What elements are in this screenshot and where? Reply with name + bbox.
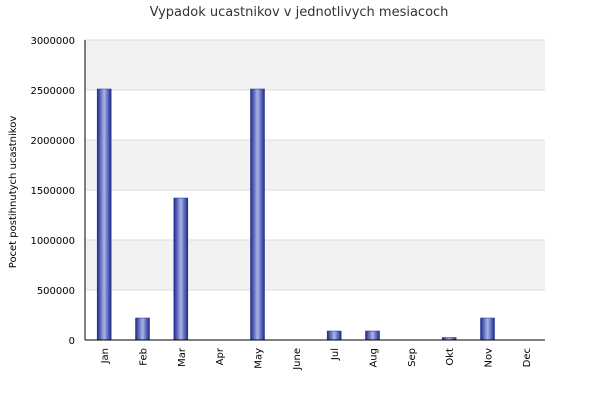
plot-band (85, 90, 545, 140)
y-tick-label: 1500000 (30, 186, 75, 197)
bar-may (250, 88, 265, 341)
x-tick-label: Jan (100, 348, 111, 364)
y-axis-label: Pocet postihnutych ucastnikov (8, 116, 19, 269)
x-tick-label: Jul (330, 348, 341, 361)
plot-band (85, 240, 545, 290)
plot-band (85, 190, 545, 240)
x-tick-label: Sep (407, 348, 418, 367)
y-tick-label: 1000000 (30, 236, 75, 247)
plot-band (85, 140, 545, 190)
y-tick-labels: 0 500000 1000000 1500000 2000000 2500000 30000… (30, 36, 75, 347)
bar-mar (173, 197, 189, 341)
bars-group (96, 88, 495, 341)
bar-jan (96, 88, 112, 341)
x-tick-label: Nov (484, 348, 495, 368)
axes-group (84, 40, 545, 341)
x-tick-label: Aug (369, 348, 380, 368)
y-tick-label: 0 (69, 336, 75, 347)
x-tick-labels: Jan Feb Mar Apr May June Jul Aug Sep Okt Nov Dec (100, 347, 533, 371)
chart-title: Vypadok ucastnikov v jednotlivych mesiac… (150, 5, 449, 20)
plot-background (85, 39, 545, 341)
bar-jul (326, 330, 342, 341)
bar-nov (480, 317, 495, 341)
y-tick-label: 2000000 (30, 136, 75, 147)
bar-feb (135, 317, 150, 341)
bar-aug (365, 330, 380, 341)
x-tick-label: Feb (139, 348, 150, 366)
x-tick-label: May (254, 348, 265, 369)
y-tick-label: 2500000 (30, 86, 75, 97)
plot-band (85, 290, 545, 340)
x-tick-label: Dec (522, 348, 533, 367)
x-tick-label: Apr (215, 347, 226, 365)
plot-band (85, 40, 545, 90)
x-tick-label: June (292, 348, 303, 371)
y-tick-label: 500000 (37, 286, 75, 297)
x-tick-label: Okt (445, 348, 456, 366)
x-tick-label: Mar (177, 347, 188, 367)
y-tick-label: 3000000 (30, 36, 75, 47)
